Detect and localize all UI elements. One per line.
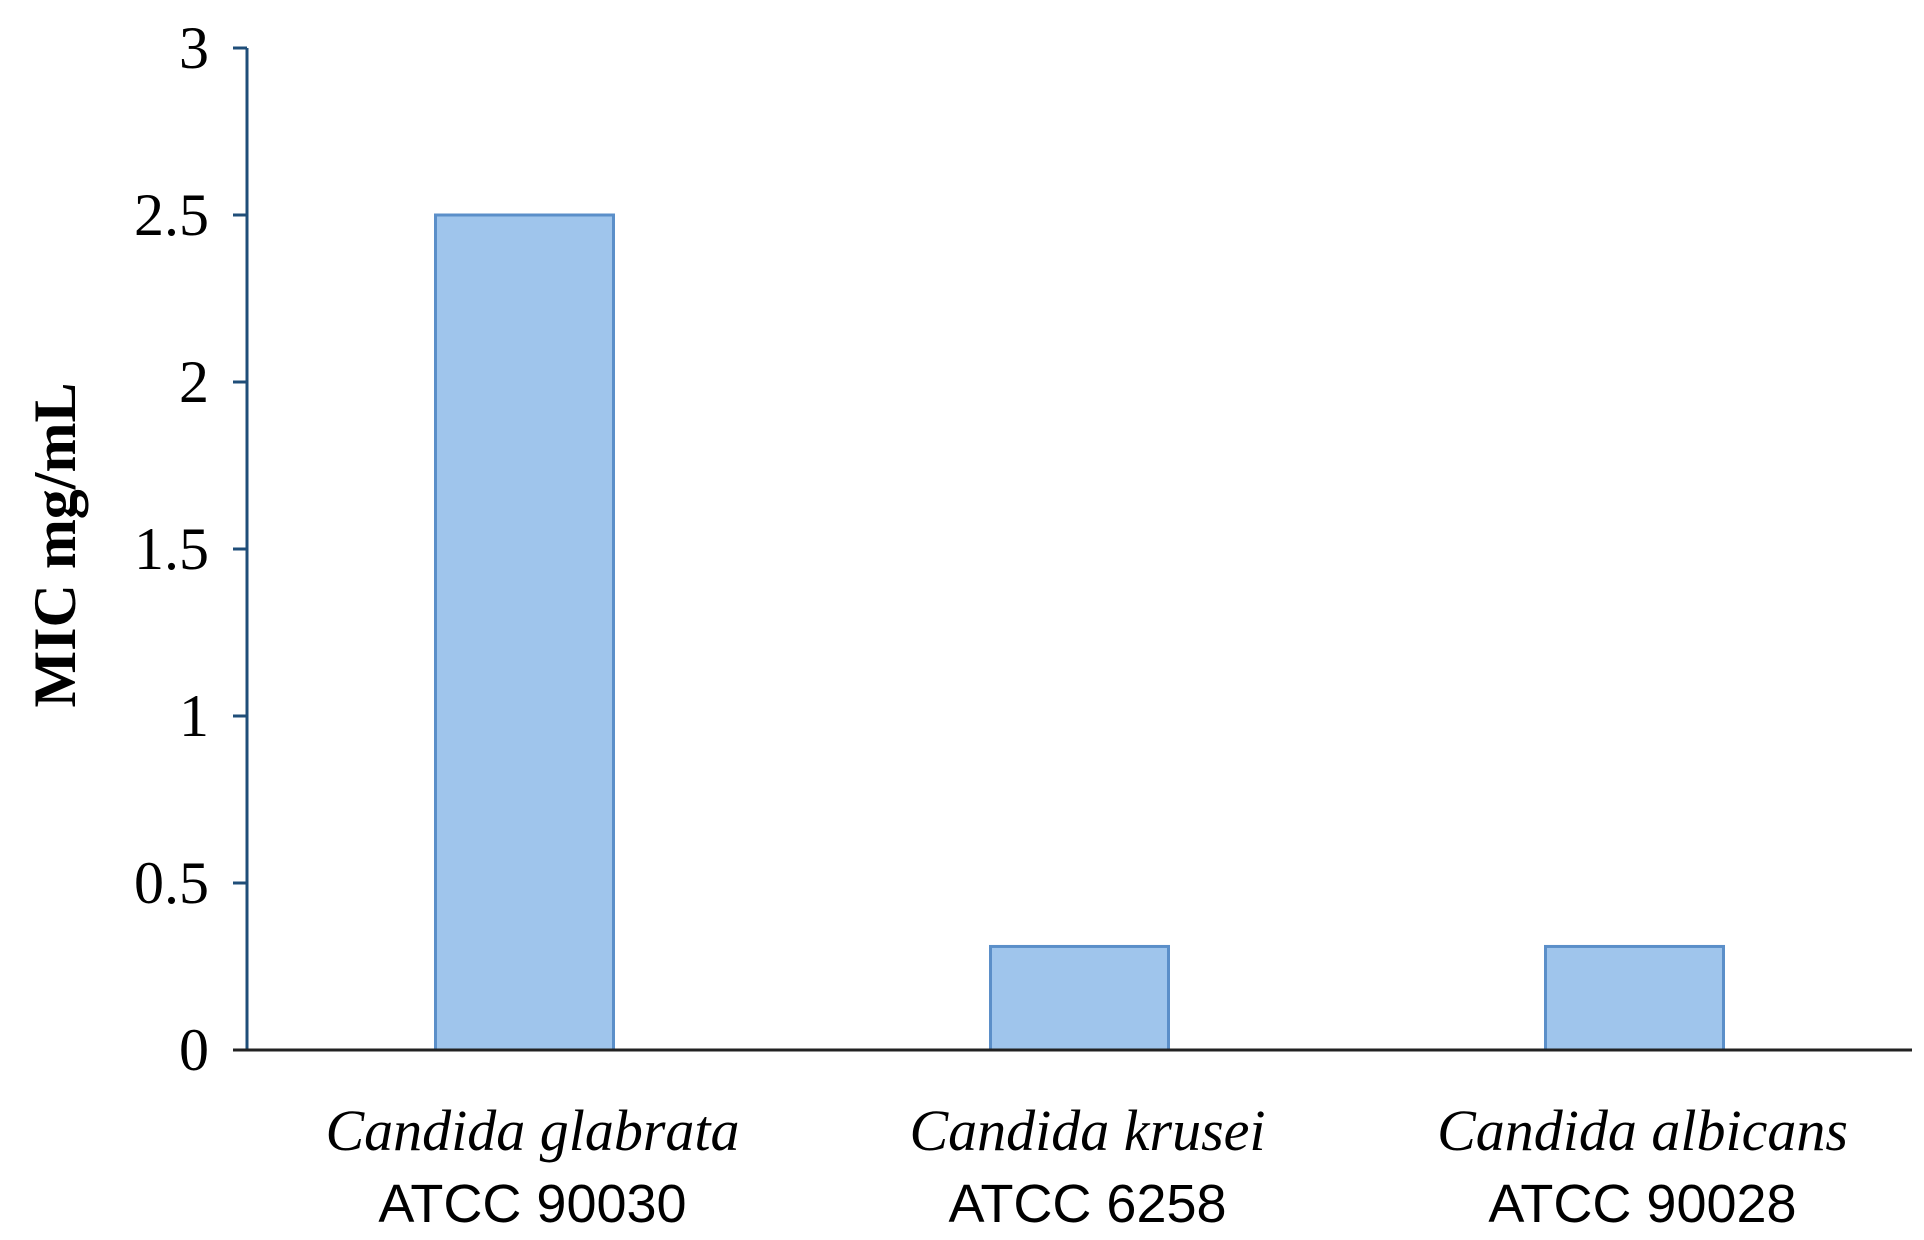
bar [989,944,1170,1052]
x-tick-label-strain: ATCC 90030 [378,1174,686,1234]
x-tick-label-species: Candida krusei [909,1098,1265,1163]
x-tick-label-species: Candida albicans [1437,1098,1848,1163]
y-tick-label: 0 [179,1017,209,1083]
bars [434,213,1725,1052]
x-tick-label-strain: ATCC 6258 [948,1174,1226,1234]
y-tick-label: 1.5 [134,516,209,582]
y-tick-label: 2.5 [134,182,209,248]
y-tick-label: 0.5 [134,850,209,916]
x-axis-labels: Candida glabrata ATCC 90030 Candida krusei… [325,1098,1847,1234]
y-axis-ticks: 0 0.5 1 1.5 2 2.5 3 [134,15,247,1083]
y-tick-label: 2 [179,349,209,415]
y-axis-label: MIC mg/mL [22,383,88,708]
bar [434,213,615,1052]
bar [1544,944,1725,1052]
x-tick-label-species: Candida glabrata [325,1098,739,1163]
y-tick-label: 3 [179,15,209,81]
y-tick-label: 1 [179,683,209,749]
x-tick-label-strain: ATCC 90028 [1488,1174,1796,1234]
